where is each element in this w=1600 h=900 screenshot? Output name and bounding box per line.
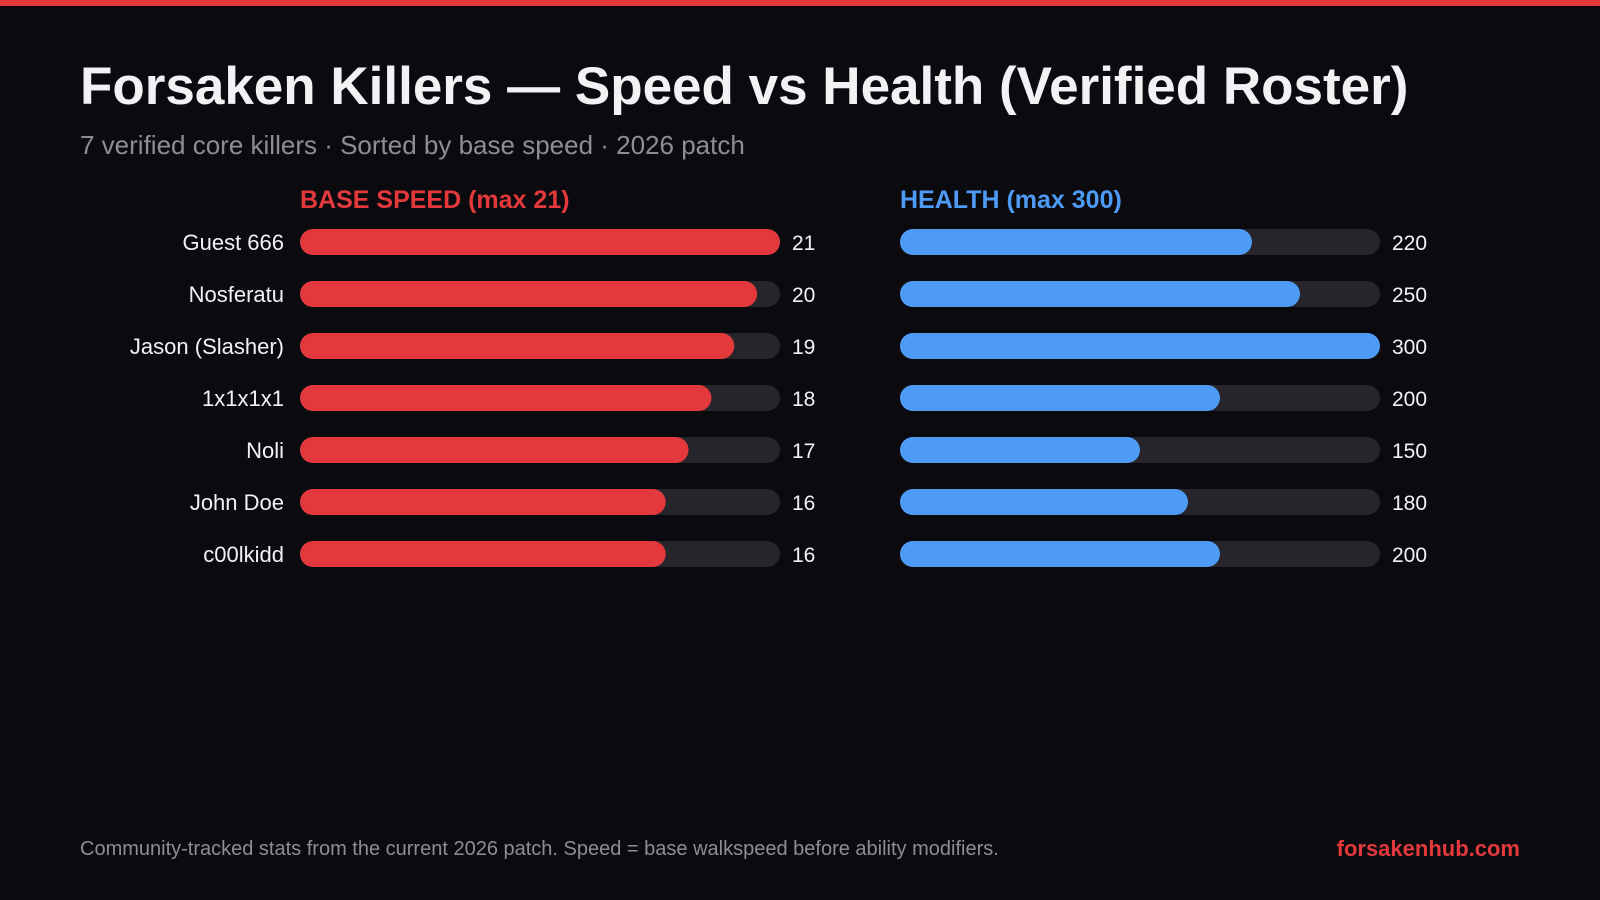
health-value-label: 300	[1392, 336, 1427, 359]
health-value-label: 180	[1392, 492, 1427, 515]
speed-bar	[300, 229, 780, 255]
speed-value-label: 16	[792, 544, 815, 567]
footer-note: Community-tracked stats from the current…	[80, 838, 999, 860]
accent-top-bar	[0, 0, 1600, 6]
speed-bar	[300, 385, 712, 411]
health-value-label: 200	[1392, 544, 1427, 567]
health-value-label: 150	[1392, 440, 1427, 463]
category-label: Jason (Slasher)	[130, 334, 284, 359]
site-link[interactable]: forsakenhub.com	[1336, 836, 1520, 861]
health-bar	[900, 489, 1188, 515]
health-value-label: 220	[1392, 232, 1427, 255]
speed-bar	[300, 541, 666, 567]
category-label: Guest 666	[182, 230, 284, 255]
category-label: John Doe	[190, 490, 284, 515]
speed-bar	[300, 333, 735, 359]
speed-value-label: 19	[792, 336, 815, 359]
category-label: 1x1x1x1	[202, 386, 284, 411]
speed-bar	[300, 489, 666, 515]
health-value-label: 200	[1392, 388, 1427, 411]
speed-value-label: 16	[792, 492, 815, 515]
speed-value-label: 20	[792, 284, 815, 307]
speed-value-label: 17	[792, 440, 815, 463]
category-label: Noli	[246, 438, 284, 463]
speed-bar	[300, 437, 689, 463]
speed-value-label: 18	[792, 388, 815, 411]
chart-title: Forsaken Killers — Speed vs Health (Veri…	[80, 57, 1409, 116]
speed-bar	[300, 281, 758, 307]
category-label: Nosferatu	[189, 282, 284, 307]
health-bar	[900, 385, 1220, 411]
health-bar	[900, 437, 1140, 463]
chart-subtitle: 7 verified core killers · Sorted by base…	[80, 130, 745, 160]
health-bar	[900, 541, 1220, 567]
health-panel-title: HEALTH (max 300)	[900, 186, 1122, 214]
speed-panel-title: BASE SPEED (max 21)	[300, 186, 570, 214]
health-bar	[900, 229, 1252, 255]
health-value-label: 250	[1392, 284, 1427, 307]
health-bar	[900, 333, 1380, 359]
health-bar	[900, 281, 1300, 307]
category-label: c00lkidd	[203, 542, 284, 567]
speed-value-label: 21	[792, 232, 815, 255]
